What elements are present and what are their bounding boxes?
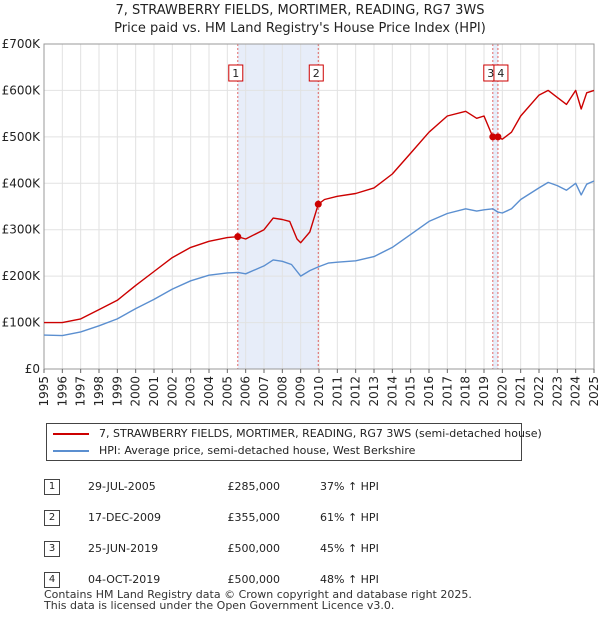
y-tick-label: £0	[25, 362, 40, 376]
sale-number-label: 3	[487, 67, 494, 80]
sale-point	[234, 233, 242, 241]
x-tick-label: 2004	[202, 376, 216, 407]
x-tick-label: 2005	[220, 376, 234, 407]
y-tick-label: £700K	[2, 37, 42, 51]
sale-number-label: 2	[313, 67, 320, 80]
x-tick-label: 2001	[147, 376, 161, 407]
title-line-2: Price paid vs. HM Land Registry's House …	[114, 21, 486, 36]
sale-point	[314, 200, 322, 208]
x-tick-label: 2016	[422, 376, 436, 407]
x-tick-label: 2018	[459, 376, 473, 407]
y-tick-label: £600K	[2, 83, 42, 97]
sales-table: 1 29-JUL-2005 £285,000 37% ↑ HPI 2 17-DE…	[44, 471, 430, 595]
x-tick-label: 2022	[532, 376, 546, 407]
x-tick-label: 1996	[55, 376, 69, 407]
sale-price: £500,000	[227, 573, 281, 586]
x-tick-label: 2021	[514, 376, 528, 407]
legend-swatch-hpi	[53, 450, 89, 452]
x-tick-label: 2007	[257, 376, 271, 407]
table-row: 4 04-OCT-2019 £500,000 48% ↑ HPI	[44, 564, 430, 595]
sale-hpi: 48% ↑ HPI	[320, 573, 379, 586]
shaded-period	[237, 44, 319, 369]
legend-label-property: 7, STRAWBERRY FIELDS, MORTIMER, READING,…	[99, 427, 542, 440]
sale-point	[494, 133, 502, 141]
sale-price: £355,000	[227, 511, 281, 524]
legend-label-hpi: HPI: Average price, semi-detached house,…	[99, 444, 416, 457]
x-tick-label: 1998	[92, 376, 106, 407]
sale-number-box	[308, 64, 324, 82]
x-tick-label: 2019	[477, 376, 491, 407]
y-tick-label: £200K	[2, 269, 42, 283]
sale-point	[489, 133, 497, 141]
x-tick-label: 2013	[367, 376, 381, 407]
x-tick-label: 2012	[349, 376, 363, 407]
sale-price: £500,000	[227, 542, 281, 555]
x-tick-label: 2002	[165, 376, 179, 407]
sale-date: 29-JUL-2005	[88, 480, 156, 493]
x-tick-label: 2009	[294, 376, 308, 407]
sale-number-box	[228, 64, 244, 82]
x-tick-label: 1999	[110, 376, 124, 407]
sale-hpi: 45% ↑ HPI	[320, 542, 379, 555]
sale-hpi: 37% ↑ HPI	[320, 480, 379, 493]
shaded-period	[492, 44, 498, 369]
price-chart: £0 £100K £200K £300K £400K £500K £600K £700K 199…	[2, 37, 600, 407]
x-tick-label: 2006	[239, 376, 253, 407]
legend-swatch-property	[53, 433, 89, 435]
x-tick-label: 2024	[569, 376, 583, 407]
x-tick-label: 2011	[330, 376, 344, 407]
series-line-hpi	[43, 180, 595, 337]
footer-line-2: This data is licensed under the Open Gov…	[44, 599, 395, 612]
x-tick-label: 1997	[74, 376, 88, 407]
sale-number-label: 4	[497, 67, 504, 80]
table-row: 2 17-DEC-2009 £355,000 61% ↑ HPI	[44, 502, 430, 533]
sale-date: 17-DEC-2009	[88, 511, 162, 524]
footer-line-1: Contains HM Land Registry data © Crown c…	[44, 588, 472, 601]
x-tick-label: 2020	[495, 376, 509, 407]
sale-price: £285,000	[227, 480, 281, 493]
chart-title: 7, STRAWBERRY FIELDS, MORTIMER, READING,…	[0, 2, 600, 38]
x-tick-label: 2008	[275, 376, 289, 407]
title-line-1: 7, STRAWBERRY FIELDS, MORTIMER, READING,…	[115, 3, 485, 18]
series-line-property	[44, 89, 595, 324]
sale-date: 04-OCT-2019	[88, 573, 161, 586]
x-tick-label: 1995	[37, 376, 51, 407]
sale-date: 25-JUN-2019	[88, 542, 159, 555]
sale-number: 1	[44, 478, 60, 495]
x-tick-label: 2014	[385, 376, 399, 407]
sale-number-label: 1	[232, 67, 239, 80]
sale-number: 3	[44, 540, 60, 557]
y-tick-label: £500K	[2, 130, 42, 144]
x-tick-label: 2010	[312, 376, 326, 407]
table-row: 3 25-JUN-2019 £500,000 45% ↑ HPI	[44, 533, 430, 564]
x-tick-label: 2003	[184, 376, 198, 407]
x-tick-label: 2000	[129, 376, 143, 407]
x-tick-label: 2015	[404, 376, 418, 407]
sale-hpi: 61% ↑ HPI	[320, 511, 379, 524]
sale-number: 2	[44, 509, 60, 526]
sale-number: 4	[44, 571, 60, 588]
x-tick-label: 2017	[440, 376, 454, 407]
y-tick-label: £400K	[2, 176, 42, 190]
y-tick-label: £300K	[2, 223, 42, 237]
sale-number-box	[493, 64, 509, 82]
x-tick-label: 2023	[550, 376, 564, 407]
x-tick-label: 2025	[587, 376, 600, 407]
footer-attribution: Contains HM Land Registry data © Crown c…	[44, 589, 472, 611]
y-tick-label: £100K	[2, 316, 42, 330]
table-row: 1 29-JUL-2005 £285,000 37% ↑ HPI	[44, 471, 430, 502]
chart-legend: 7, STRAWBERRY FIELDS, MORTIMER, READING,…	[46, 423, 542, 461]
